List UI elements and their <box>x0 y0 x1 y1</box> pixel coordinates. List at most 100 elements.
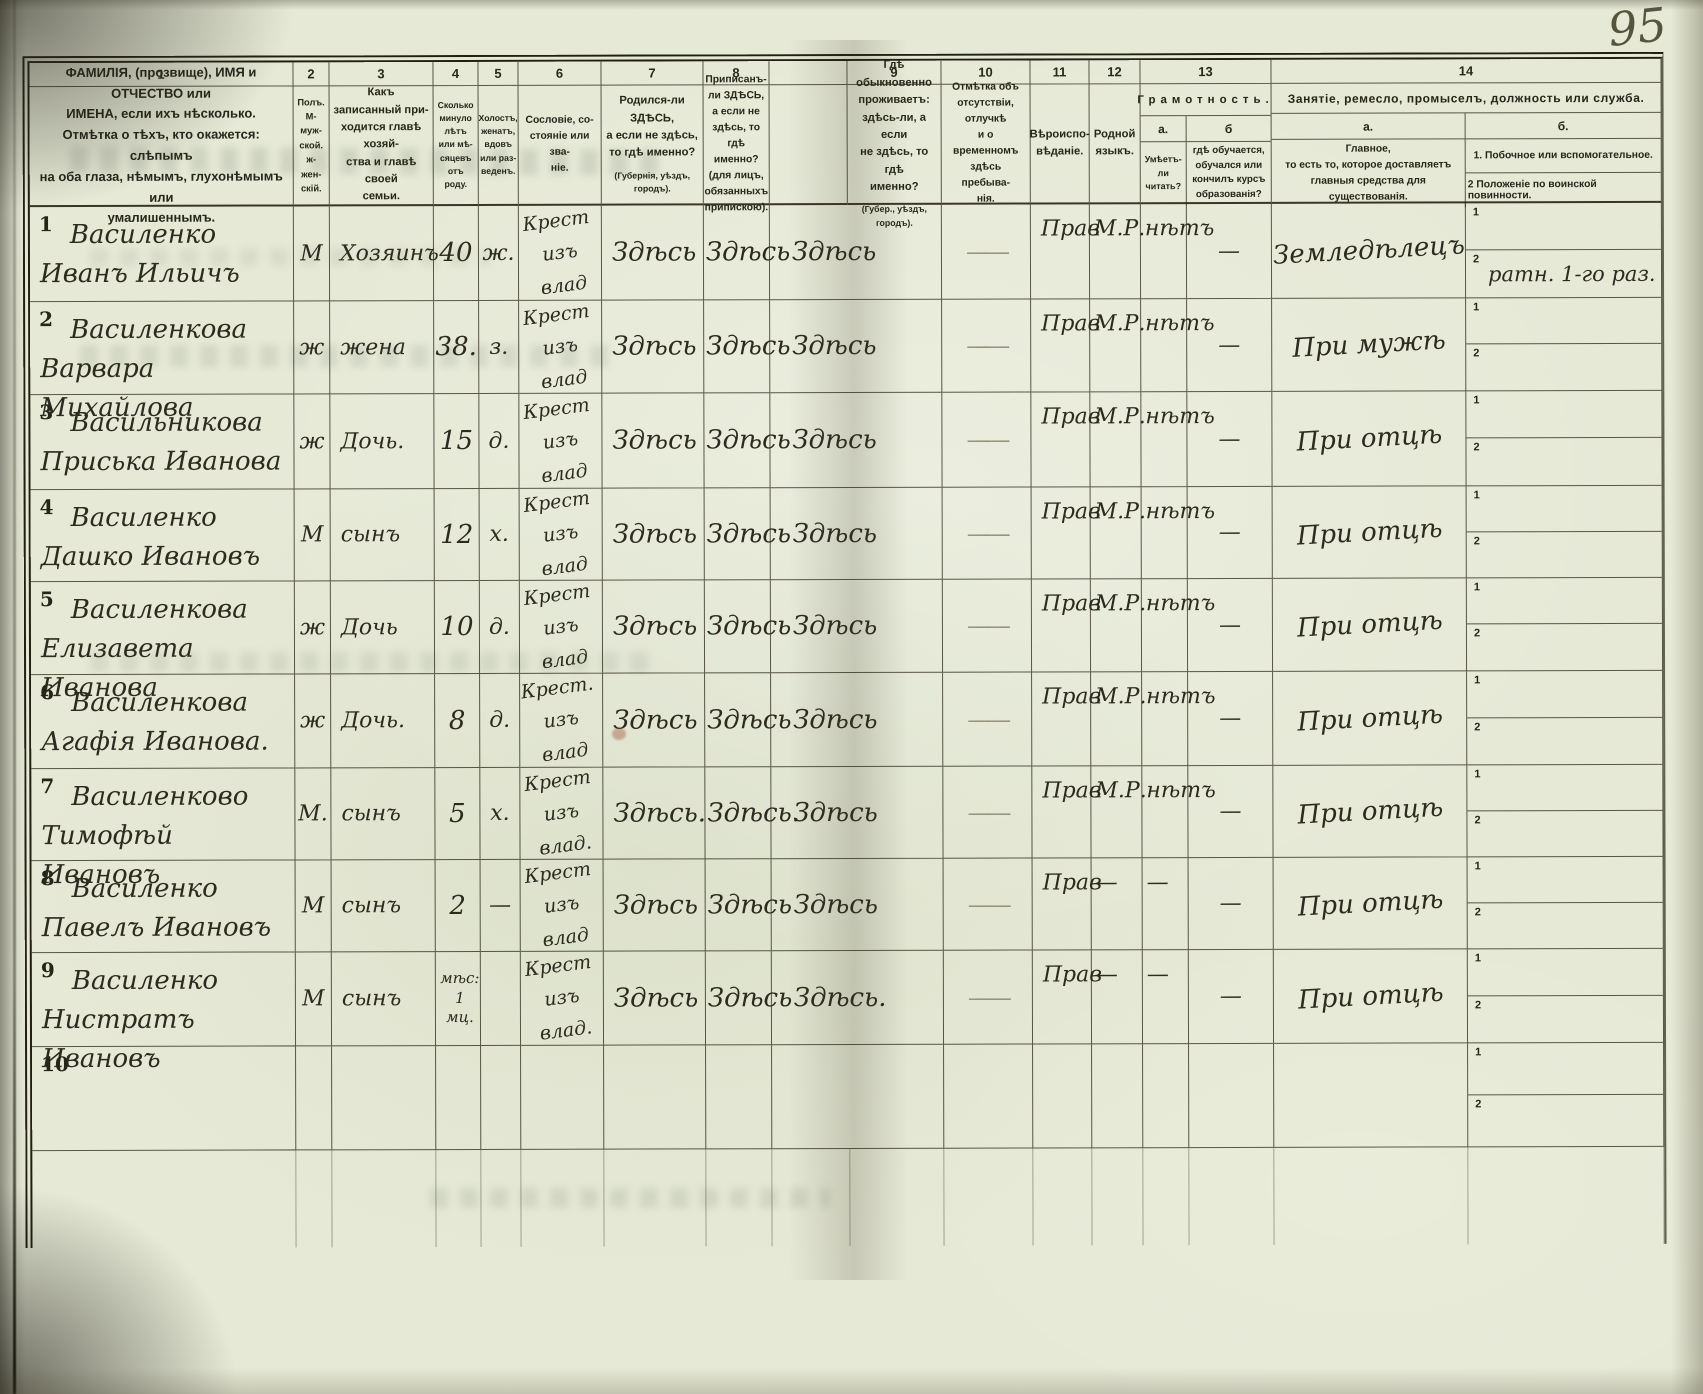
row-number: 2 <box>39 307 54 332</box>
page-edge-line <box>13 0 16 1394</box>
header-birthplace-text: Родился-ли ЗДѢСЬ, а если не здѣсь, то гд… <box>606 94 698 159</box>
census-table: 1 2 3 4 5 6 7 8 9 10 11 12 13 14 ФАМИЛІЯ… <box>22 51 1667 1249</box>
relation-cell: жена <box>330 301 435 395</box>
birthplace-cell: Здѣсь. <box>603 767 706 860</box>
sex-cell: М <box>293 206 331 302</box>
estate-value: Крест изъ влад <box>521 299 591 393</box>
estate-value: Крест изъ влад <box>521 205 591 299</box>
military-status-value: ратн. 1-го раз. <box>1487 261 1656 286</box>
religion-cell: Прав <box>1032 672 1101 767</box>
table-tail-line <box>436 1149 482 1248</box>
row-number: 5 <box>39 587 54 612</box>
table-row-name-cell: 6 Василенкова Агафія Иванова. <box>31 674 296 770</box>
marital-status-cell: з. <box>479 300 520 394</box>
bleed-through-artifact <box>90 248 490 266</box>
estate-value: Крест. изъ влад <box>519 672 595 766</box>
military-subcell: 2 ратн. 1-го раз. <box>1466 250 1661 298</box>
header-birthplace-column: Родился-ли ЗДѢСЬ, а если не здѣсь, то гд… <box>601 85 704 206</box>
subcell-label-2: 2 <box>1472 253 1480 266</box>
main-occupation-cell <box>1274 1043 1469 1148</box>
header-occupation-group: Занятіе, ремесло, промыселъ, должность и… <box>1271 82 1662 208</box>
relation-cell <box>332 1046 437 1151</box>
military-subcell: 2 <box>1468 1094 1663 1146</box>
side-occupation-cell: 1 2 <box>1466 577 1664 672</box>
education-cell: — <box>1188 671 1274 767</box>
header-marital-column: Холостъ, женатъ, вдовъ или раз- веденъ. <box>479 85 519 206</box>
age-cell <box>436 1045 482 1151</box>
table-tail-line <box>521 1149 605 1247</box>
column-number-7: 7 <box>601 61 704 86</box>
main-occupation-cell: При отцѣ <box>1272 391 1467 487</box>
header-literacy-group: Грамотность. a. б Умѣетъ- ли читать? гдѣ… <box>1137 83 1274 205</box>
religion-cell: Прав <box>1031 579 1101 673</box>
subcell-label-2: 2 <box>1473 534 1480 547</box>
language-cell: М.Р. <box>1089 204 1145 300</box>
table-tail-line <box>296 1150 333 1248</box>
estate-value: Крест изъ влад <box>523 857 593 951</box>
religion-cell: Прав <box>1030 204 1100 300</box>
side-occupation-cell: 1 2 <box>1467 670 1664 766</box>
main-occupation-value: При отцѣ <box>1295 513 1443 552</box>
marital-status-cell: д. <box>480 673 521 768</box>
main-occupation-cell: При отцѣ <box>1273 765 1468 858</box>
header-can-read-text: Умѣетъ- ли читать? <box>1140 142 1187 205</box>
row-number: 9 <box>40 958 55 983</box>
literacy-cell: нѣтъ <box>1141 392 1215 488</box>
column-number-13: 13 <box>1140 59 1272 85</box>
estate-value: Крест изъ влад. <box>523 950 594 1045</box>
header-age-column: Сколько минуло лѣтъ или мѣ- сяцевъ отъ р… <box>433 85 479 207</box>
column-number-11: 11 <box>1030 60 1090 85</box>
military-subcell: 2 <box>1466 344 1661 391</box>
education-cell: — <box>1187 391 1273 488</box>
side-occupation-cell: 1 2 <box>1466 297 1663 392</box>
marital-status-cell: д. <box>479 393 520 489</box>
subcell-label-2: 2 <box>1474 998 1482 1011</box>
sex-cell: М <box>295 860 332 953</box>
subcell-label-1: 1 <box>1473 394 1480 407</box>
header-residence-column: Гдѣ обыкновенно проживаетъ: здѣсь-ли, а … <box>847 59 942 228</box>
table-tail-line <box>850 1148 945 1246</box>
literacy-cell: нѣтъ <box>1141 487 1215 580</box>
header-side-occupation-text: 1. Побочное или вспомогательное. <box>1465 138 1661 174</box>
header-occupation-title: Занятіе, ремесло, промыселъ, должность и… <box>1271 82 1661 114</box>
birthplace-cell: Здѣсь <box>602 488 705 581</box>
main-occupation-value: При отцѣ <box>1296 792 1444 831</box>
relation-cell: Дочь. <box>330 394 435 490</box>
literacy-cell: — <box>1142 858 1189 951</box>
military-subcell: 2 <box>1468 902 1663 948</box>
table-row-name-cell: 5 Василенкова Елизавета Иванова <box>30 581 296 703</box>
sex-cell: М <box>294 489 331 582</box>
side-occupation-subcell: 1 <box>1465 202 1661 251</box>
side-occupation-subcell: 1 <box>1467 856 1663 903</box>
absence-note-cell: —— <box>942 299 1032 393</box>
literacy-cell: нѣтъ <box>1141 299 1215 393</box>
row-number: 3 <box>39 400 54 425</box>
absence-note-cell: —— <box>942 487 1032 580</box>
column-number-2: 2 <box>293 62 330 87</box>
row-number: 8 <box>40 866 55 891</box>
table-tail-line <box>944 1148 1034 1246</box>
main-occupation-value: При отцѣ <box>1296 884 1444 923</box>
language-cell: М.Р. <box>1090 579 1146 673</box>
birthplace-cell <box>604 1045 707 1150</box>
sex-cell <box>296 1046 333 1151</box>
side-occupation-subcell: 1 <box>1468 1042 1664 1095</box>
table-row-name-cell: 4 Василенко Дашко Ивановъ <box>30 489 295 583</box>
language-cell: — <box>1091 950 1144 1045</box>
person-name: Василенко Иванъ Ильичъ <box>39 219 240 290</box>
table-tail-line <box>772 1148 851 1247</box>
relation-cell: Дочь <box>330 581 436 675</box>
table-row-name-cell: 9 Василенко Нистратъ Ивановъ <box>31 952 297 1074</box>
table-row-name-cell: 8 Василенко Павелъ Ивановъ <box>31 860 296 954</box>
subcell-label-2: 2 <box>1473 441 1480 454</box>
education-cell: — <box>1188 857 1274 951</box>
age-cell: 10 <box>434 580 481 675</box>
header-literacy-a-label: a. <box>1140 116 1187 143</box>
header-registration-column: Приписанъ-ли ЗДѢСЬ, а если не здѣсь, то … <box>703 74 770 214</box>
table-tail-line <box>1033 1148 1093 1246</box>
subcell-label-1: 1 <box>1473 581 1480 594</box>
absence-note-cell: —— <box>943 766 1033 859</box>
person-name: Василенкова Агафія Иванова. <box>41 687 269 758</box>
language-cell: М.Р. <box>1090 487 1146 580</box>
